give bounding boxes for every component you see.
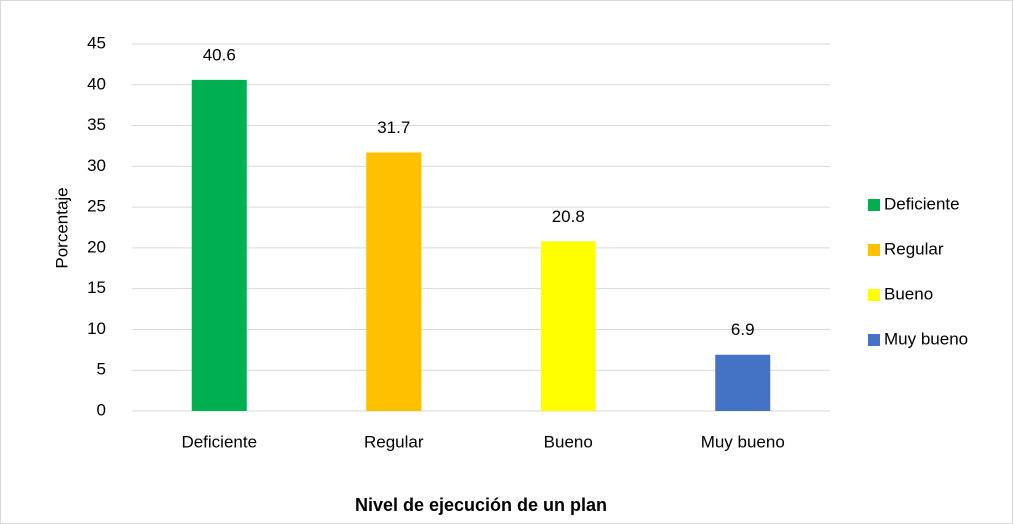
legend-swatch xyxy=(868,199,880,211)
legend-swatch xyxy=(868,244,880,256)
x-tick-label: Muy bueno xyxy=(701,432,785,451)
x-tick-label: Bueno xyxy=(544,432,593,451)
data-label: 31.7 xyxy=(377,118,410,137)
legend-label: Bueno xyxy=(884,284,933,303)
bar xyxy=(191,79,247,411)
legend-label: Muy bueno xyxy=(884,329,968,348)
y-tick-label: 35 xyxy=(87,115,106,134)
y-axis-label: Porcentaje xyxy=(52,187,71,268)
y-tick-label: 15 xyxy=(87,278,106,297)
legend-swatch xyxy=(868,334,880,346)
data-label: 6.9 xyxy=(731,320,755,339)
y-tick-label: 10 xyxy=(87,319,106,338)
bar xyxy=(366,152,422,412)
legend-label: Deficiente xyxy=(884,194,960,213)
y-tick-label: 20 xyxy=(87,237,106,256)
data-label: 40.6 xyxy=(203,45,236,64)
data-label: 20.8 xyxy=(552,207,585,226)
bar xyxy=(540,241,596,411)
y-tick-label: 30 xyxy=(87,156,106,175)
y-tick-label: 45 xyxy=(87,33,106,52)
y-tick-label: 25 xyxy=(87,197,106,216)
legend-label: Regular xyxy=(884,239,944,258)
y-tick-label: 5 xyxy=(97,360,106,379)
x-tick-label: Deficiente xyxy=(181,432,257,451)
y-tick-label: 40 xyxy=(87,74,106,93)
bar xyxy=(715,354,771,411)
x-axis-label: Nivel de ejecución de un plan xyxy=(355,495,607,515)
y-tick-label: 0 xyxy=(97,400,106,419)
legend-swatch xyxy=(868,289,880,301)
x-tick-label: Regular xyxy=(364,432,424,451)
